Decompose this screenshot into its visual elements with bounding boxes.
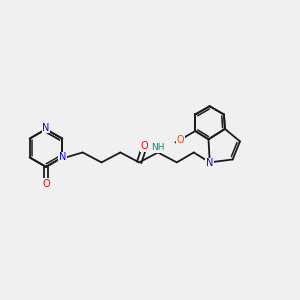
Text: N: N	[58, 152, 66, 162]
Text: NH: NH	[151, 143, 165, 152]
Text: O: O	[42, 179, 50, 189]
Text: N: N	[42, 123, 50, 133]
Text: N: N	[206, 158, 213, 168]
Text: O: O	[140, 141, 148, 151]
Text: O: O	[176, 135, 184, 145]
